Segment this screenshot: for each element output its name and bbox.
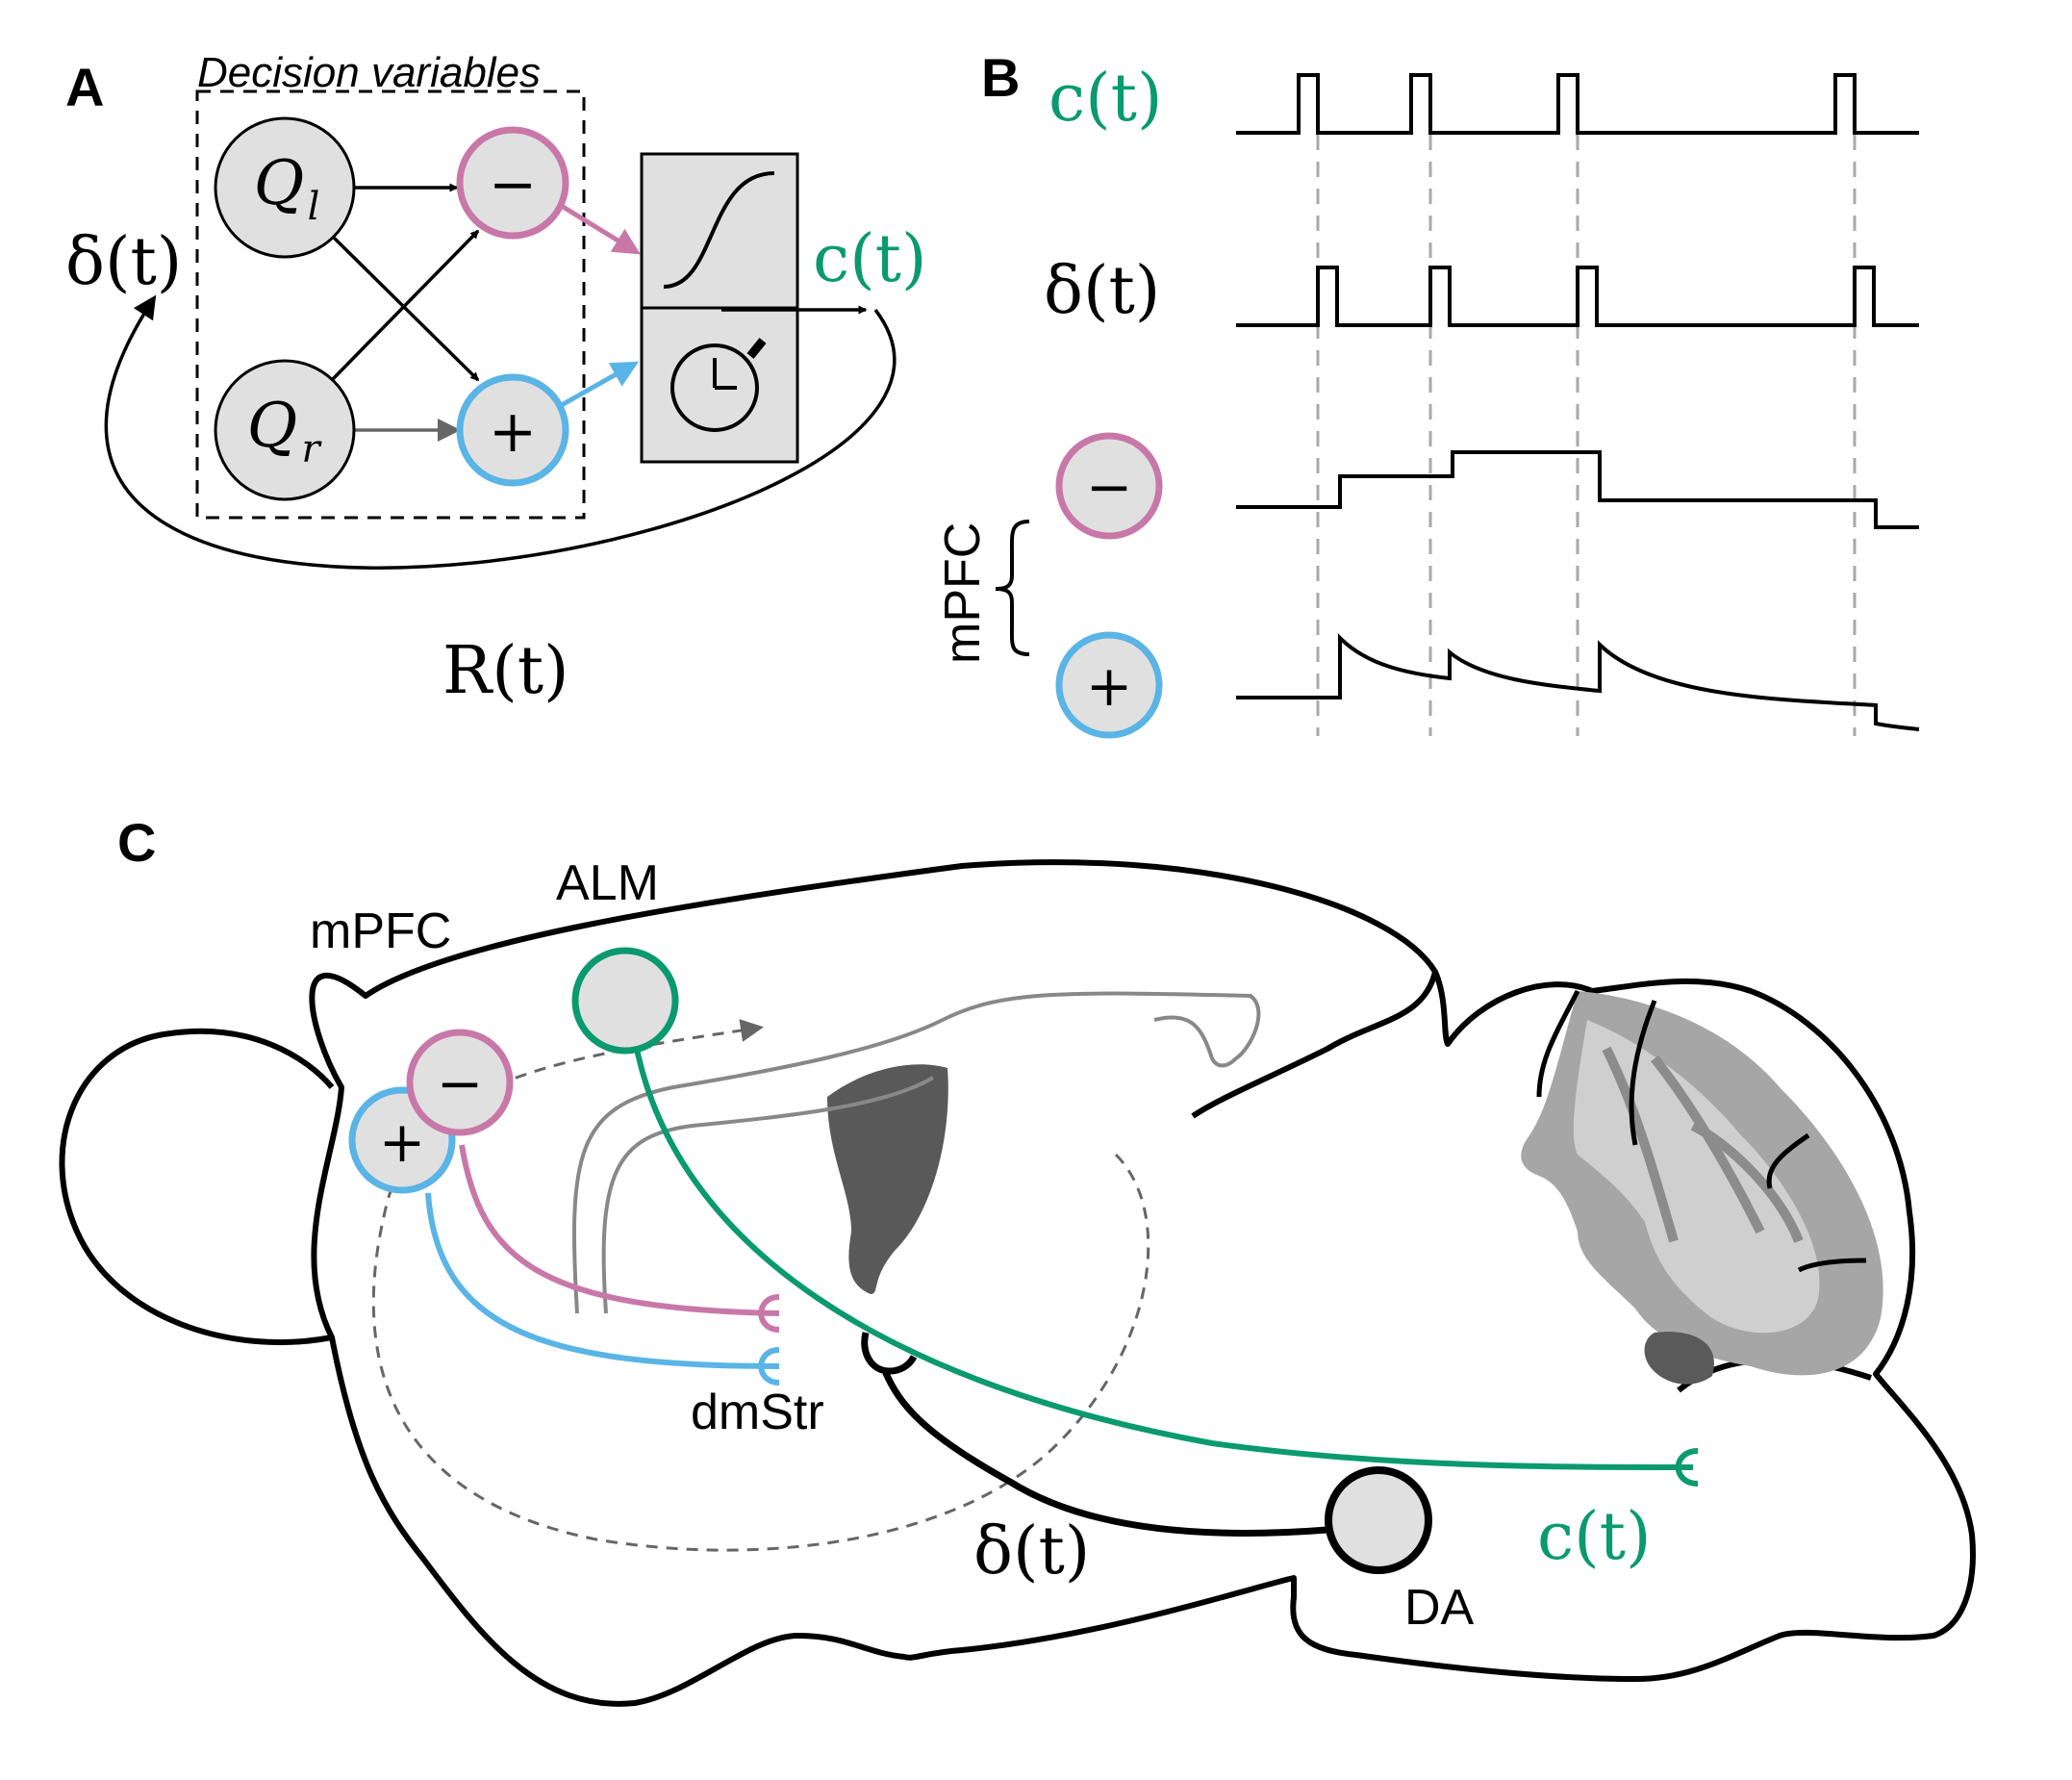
label-alm: ALM [556, 855, 659, 911]
qr-to-minus-arrow [330, 229, 480, 382]
panel-b-c-label: c(t) [1049, 61, 1162, 137]
node-qr: Q r [214, 359, 356, 501]
cerebellum [1521, 989, 1883, 1385]
panel-b: B c(t) δ(t) − + mPFC [935, 47, 1920, 739]
node-minus-symbol: − [489, 151, 537, 218]
event-guides [1316, 135, 1857, 736]
decision-variables-box [195, 89, 586, 520]
plus-to-decision-arrow [558, 361, 640, 409]
mpfc-plus-projection [425, 1192, 780, 1369]
mpfc-brace [995, 520, 1030, 656]
decision-variables-label: Decision variables [197, 49, 541, 96]
panel-b-label: B [981, 47, 1020, 108]
trace-plus [1236, 633, 1920, 731]
panel-c-minus-node: − [406, 1029, 514, 1136]
stopwatch-icon [670, 338, 767, 432]
panel-a: A Decision variables Q l Q r − + [65, 49, 926, 709]
reward-loop-arrow [104, 294, 897, 570]
gray-tract-upper [571, 991, 1261, 1314]
da-projection [881, 1369, 1328, 1537]
trace-c [1236, 73, 1919, 135]
dark-structure [827, 1064, 948, 1294]
panel-b-plus-node: + [1055, 631, 1163, 739]
panel-a-label: A [65, 57, 104, 117]
label-da: DA [1404, 1580, 1475, 1636]
gray-tract-lower [601, 1076, 935, 1314]
node-qr-sub: r [301, 427, 322, 471]
alm-projection [632, 1038, 1694, 1470]
minus-to-decision-arrow [558, 202, 641, 255]
panel-a-reward-label: R(t) [442, 633, 569, 709]
trace-delta [1236, 266, 1919, 327]
panel-c-minus-symbol: − [437, 1051, 484, 1116]
alm-node [571, 947, 679, 1055]
sigmoid-icon [663, 171, 775, 289]
panel-c-label: C [117, 812, 156, 873]
node-ql-sub: l [308, 185, 320, 229]
panel-c: C [59, 812, 1976, 1707]
panel-b-plus-symbol: + [1086, 653, 1133, 719]
panel-c-plus-symbol: + [379, 1109, 426, 1175]
label-mpfc: mPFC [310, 903, 451, 959]
node-qr-base: Q [247, 391, 297, 462]
panel-a-c-label: c(t) [813, 221, 926, 297]
panel-b-delta-label: δ(t) [1044, 253, 1160, 329]
da-terminal [861, 1332, 918, 1375]
panel-b-minus-symbol: − [1086, 454, 1133, 520]
minus-terminal [758, 1294, 780, 1333]
node-ql: Q l [214, 116, 356, 259]
node-minus: − [456, 126, 569, 240]
plus-terminal [758, 1347, 780, 1386]
node-ql-base: Q [254, 148, 304, 219]
panel-a-delta-label: δ(t) [65, 224, 182, 300]
mpfc-minus-projection [459, 1144, 780, 1316]
panel-b-mpfc-label: mPFC [935, 522, 991, 664]
da-node [1325, 1466, 1432, 1574]
label-dmstr: dmStr [691, 1385, 824, 1440]
panel-b-minus-node: − [1055, 432, 1163, 540]
label-delta: δ(t) [973, 1513, 1090, 1589]
node-plus: + [456, 373, 569, 487]
trace-minus [1236, 450, 1919, 529]
label-c: c(t) [1537, 1499, 1651, 1575]
node-plus-symbol: + [489, 398, 537, 466]
alm-terminal [1675, 1448, 1699, 1487]
ql-to-plus-arrow [330, 234, 480, 382]
